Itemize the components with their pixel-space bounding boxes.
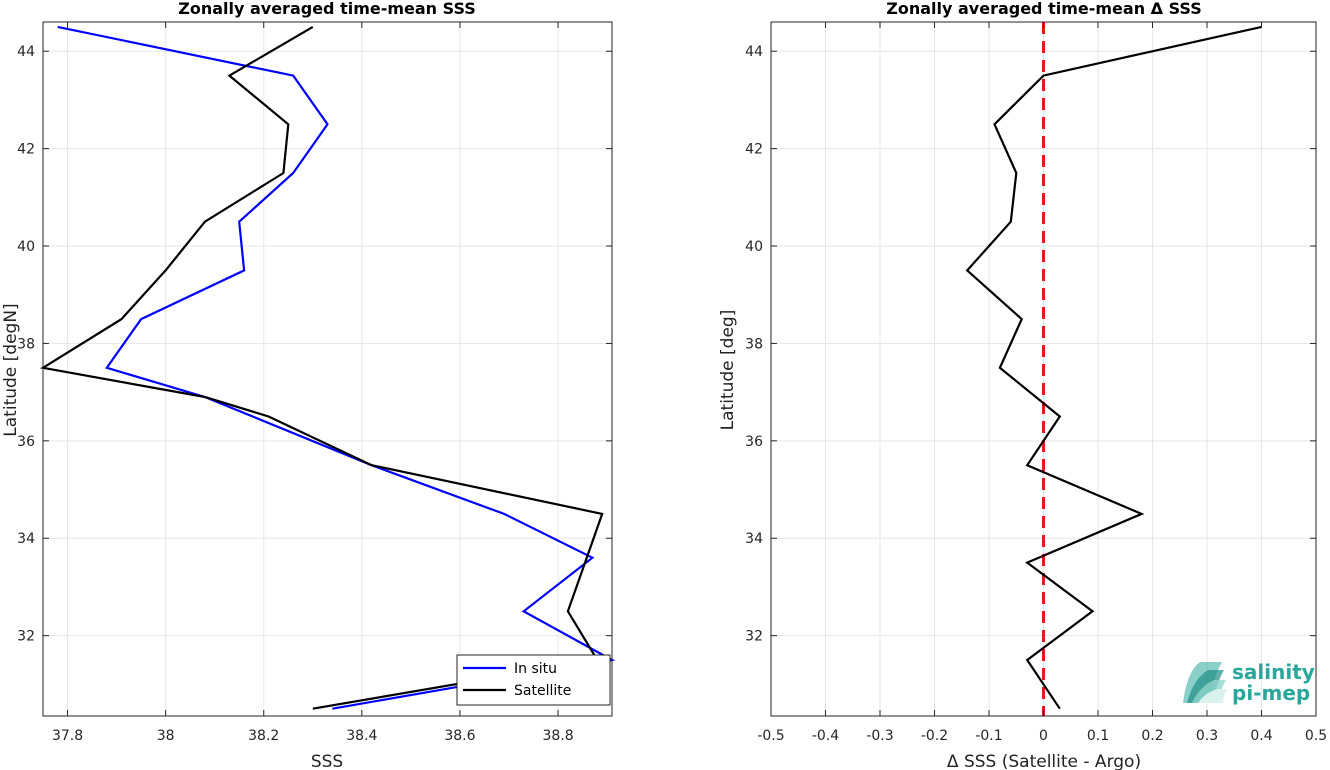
right-y-tick-label-2: 36 (745, 434, 763, 450)
panel-left-anchor (0, 0, 1, 1)
right-x-tick-label-6: 0.1 (1087, 728, 1109, 744)
right-x-tick-label-5: 0 (1039, 728, 1048, 744)
left-chart-title: Zonally averaged time-mean SSS (178, 0, 476, 18)
left-y-axis-label: Latitude [degN] (1, 303, 21, 436)
left-x-tick-label-3: 38.4 (346, 728, 377, 744)
right-x-tick-label-10: 0.5 (1305, 728, 1327, 744)
right-x-tick-label-9: 0.4 (1250, 728, 1272, 744)
right-y-axis-label: Latitude [deg] (718, 310, 738, 431)
right-x-tick-label-4: -0.1 (975, 728, 1002, 744)
panel-left: 37.8 38 38.2 38.4 38.6 38.8 32 34 36 38 40 42 44 (0, 0, 616, 744)
right-y-tick-label-1: 34 (745, 531, 763, 547)
logo-text-salinity: salinity (1232, 660, 1315, 684)
right-series-line-0 (965, 25, 1262, 710)
left-y-tick-label-1: 34 (17, 531, 35, 547)
left-axes-box (42, 21, 613, 717)
panel-right: -0.5 -0.4 -0.3 -0.2 -0.1 0 0.1 0.2 0.3 0.4 0.5 32 34… (0, 0, 1327, 744)
logo-text-pi-mep: pi-mep (1232, 681, 1310, 705)
legend: In situ Satellite (456, 654, 611, 706)
left-x-tick-label-4: 38.6 (444, 728, 475, 744)
legend-label-in-situ: In situ (514, 661, 557, 677)
left-y-tick-label-6: 44 (17, 44, 35, 60)
waves-icon (1183, 662, 1227, 703)
legend-label-satellite: Satellite (514, 683, 571, 699)
right-y-tick-label-5: 42 (745, 142, 763, 158)
right-y-tick-label-3: 38 (745, 336, 763, 352)
left-x-tick-label-0: 37.8 (52, 728, 83, 744)
right-x-tick-label-2: -0.3 (866, 728, 893, 744)
right-x-axis-label: Δ SSS (Satellite - Argo) (947, 752, 1141, 770)
left-series-line-in-situ (57, 25, 616, 710)
right-y-tick-label-4: 40 (745, 239, 763, 255)
left-x-tick-label-2: 38.2 (248, 728, 279, 744)
right-x-tick-label-1: -0.4 (812, 728, 839, 744)
right-x-tick-label-7: 0.2 (1141, 728, 1163, 744)
salinity-pi-mep-logo: salinity pi-mep (1183, 660, 1315, 705)
left-y-tick-label-2: 36 (17, 434, 35, 450)
right-x-tick-label-3: -0.2 (921, 728, 948, 744)
left-y-tick-label-4: 40 (17, 239, 35, 255)
left-series-line-satellite (39, 25, 604, 710)
right-y-tick-label-6: 44 (745, 44, 763, 60)
left-x-axis-label: SSS (311, 752, 343, 770)
right-y-tick-label-0: 32 (745, 629, 763, 645)
right-x-tick-label-0: -0.5 (757, 728, 784, 744)
right-x-tick-label-8: 0.3 (1196, 728, 1218, 744)
left-y-tick-label-0: 32 (17, 629, 35, 645)
left-x-tick-label-5: 38.8 (542, 728, 573, 744)
left-x-tick-label-1: 38 (157, 728, 175, 744)
panel-right-anchor (0, 0, 1, 1)
left-y-tick-label-5: 42 (17, 142, 35, 158)
left-y-tick-label-3: 38 (17, 336, 35, 352)
legend-box (456, 654, 611, 706)
right-chart-title: Zonally averaged time-mean Δ SSS (886, 0, 1202, 18)
